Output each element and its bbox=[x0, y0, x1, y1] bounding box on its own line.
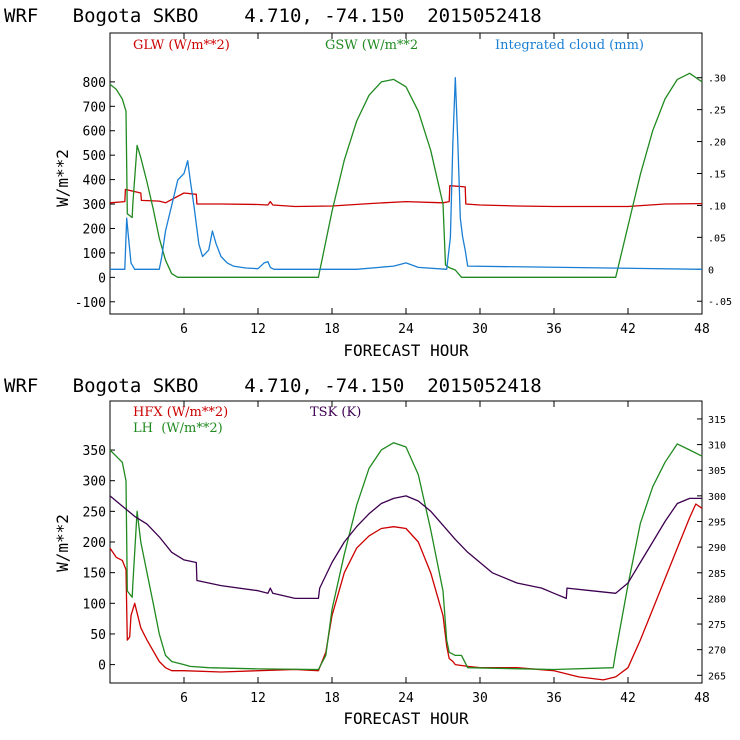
y-tick-label: 700 bbox=[83, 100, 106, 115]
y-tick-labels: -100 0 100 200 300 400 500 600 700 800 bbox=[75, 76, 115, 311]
y-tick-label: 200 bbox=[83, 536, 106, 551]
y-tick-label: -100 bbox=[75, 296, 106, 311]
x-tick-label: 42 bbox=[620, 691, 636, 706]
y2-tick-label: .25 bbox=[708, 106, 726, 117]
y2-tick-label: .05 bbox=[708, 233, 726, 244]
series-line-hfx bbox=[109, 503, 703, 681]
y2-tick-label: 295 bbox=[708, 517, 726, 528]
x-tick-label: 12 bbox=[250, 691, 266, 706]
series-line-glw bbox=[109, 185, 703, 208]
x-tick-label: 42 bbox=[620, 322, 636, 337]
x-tick-label: 36 bbox=[546, 322, 562, 337]
x-tick-label: 24 bbox=[398, 691, 414, 706]
y2-tick-label: 0 bbox=[708, 265, 714, 276]
legend-lh: LH (W/m**2) bbox=[133, 421, 223, 436]
y2-tick-label: .20 bbox=[708, 138, 726, 149]
y-tick-label: 100 bbox=[83, 597, 106, 612]
x-axis-label: FORECAST HOUR bbox=[343, 341, 469, 360]
x-tick-label: 6 bbox=[180, 322, 188, 337]
flux-skin-temp-chart: WRF Bogota SKBO 4.710, -74.150 201505241… bbox=[4, 375, 726, 728]
y-tick-label: 150 bbox=[83, 567, 106, 582]
x-tick-labels: 6 12 18 24 30 36 42 48 bbox=[180, 401, 710, 706]
x-tick-label: 24 bbox=[398, 322, 414, 337]
y-tick-labels: 0 50 100 150 200 250 300 350 bbox=[83, 444, 115, 674]
y2-tick-label: 265 bbox=[708, 671, 726, 682]
y-tick-label: 300 bbox=[83, 475, 106, 490]
y-tick-label: 50 bbox=[90, 628, 106, 643]
y2-tick-label: 310 bbox=[708, 441, 726, 452]
y2-tick-label: 305 bbox=[708, 466, 726, 477]
x-tick-label: 30 bbox=[472, 691, 488, 706]
x-tick-label: 36 bbox=[546, 691, 562, 706]
y-tick-label: 600 bbox=[83, 125, 106, 140]
y2-tick-labels: -.05 0 .05 .10 .15 .20 .25 .30 bbox=[697, 74, 732, 308]
y-tick-label: 400 bbox=[83, 174, 106, 189]
plot-frame bbox=[109, 400, 703, 684]
y2-tick-label: 275 bbox=[708, 620, 726, 631]
y2-tick-label: 290 bbox=[708, 543, 726, 554]
legend-glw: GLW (W/m**2) bbox=[133, 38, 230, 53]
series-line-integrated bbox=[110, 77, 703, 270]
y-tick-label: 500 bbox=[83, 149, 106, 164]
legend-tsk: TSK (K) bbox=[310, 405, 361, 420]
y-axis-label: W/m**2 bbox=[53, 514, 72, 572]
series-group bbox=[109, 72, 703, 278]
y2-tick-label: 285 bbox=[708, 569, 726, 580]
y2-tick-label: .15 bbox=[708, 170, 726, 181]
chart-title: WRF Bogota SKBO 4.710, -74.150 201505241… bbox=[4, 5, 542, 27]
y-tick-label: 250 bbox=[83, 505, 106, 520]
y-axis-label: W/m**2 bbox=[53, 149, 72, 207]
x-tick-label: 48 bbox=[694, 691, 710, 706]
y-tick-label: 100 bbox=[83, 247, 106, 262]
y-tick-label: 200 bbox=[83, 222, 106, 237]
y-tick-label: 0 bbox=[98, 271, 106, 286]
radiation-cloud-chart: WRF Bogota SKBO 4.710, -74.150 201505241… bbox=[4, 5, 732, 360]
x-axis-label: FORECAST HOUR bbox=[343, 709, 469, 728]
chart-title: WRF Bogota SKBO 4.710, -74.150 201505241… bbox=[4, 375, 542, 397]
x-tick-label: 18 bbox=[324, 691, 340, 706]
plot-frame bbox=[109, 32, 703, 315]
legend-gsw: GSW (W/m**2 bbox=[325, 38, 418, 53]
series-line-tsk bbox=[109, 495, 702, 600]
series-line-gsw bbox=[109, 72, 703, 278]
y2-tick-label: 280 bbox=[708, 594, 726, 605]
x-tick-label: 18 bbox=[324, 322, 340, 337]
x-tick-labels: 6 12 18 24 30 36 42 48 bbox=[180, 33, 710, 337]
y2-tick-label: 270 bbox=[708, 646, 726, 657]
series-line-lh bbox=[109, 442, 703, 671]
x-tick-label: 30 bbox=[472, 322, 488, 337]
y-tick-label: 0 bbox=[98, 659, 106, 674]
y-tick-label: 300 bbox=[83, 198, 106, 213]
y-tick-label: 800 bbox=[83, 76, 106, 91]
y2-tick-labels: 265 270 275 280 285 290 295 300 305 310 315 bbox=[697, 415, 726, 682]
y2-tick-label: 300 bbox=[708, 492, 726, 503]
legend-cloud: Integrated cloud (mm) bbox=[495, 38, 644, 53]
y-tick-label: 350 bbox=[83, 444, 106, 459]
y2-tick-label: -.05 bbox=[708, 297, 732, 308]
y2-tick-label: .30 bbox=[708, 74, 726, 85]
x-tick-label: 12 bbox=[250, 322, 266, 337]
series-group bbox=[109, 442, 703, 681]
x-tick-label: 6 bbox=[180, 691, 188, 706]
legend-hfx: HFX (W/m**2) bbox=[133, 405, 228, 420]
x-tick-label: 48 bbox=[694, 322, 710, 337]
y2-tick-label: .10 bbox=[708, 201, 726, 212]
y2-tick-label: 315 bbox=[708, 415, 726, 426]
